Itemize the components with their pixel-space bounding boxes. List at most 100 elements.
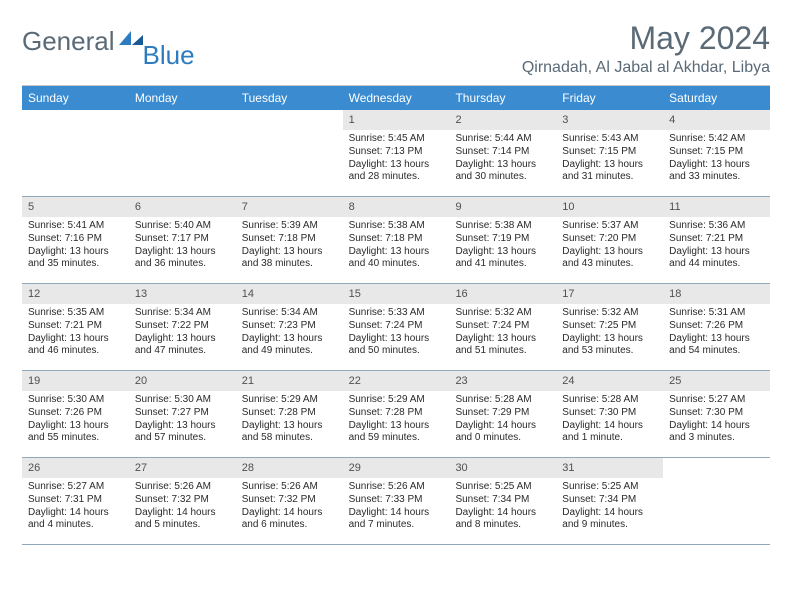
week-row: 5Sunrise: 5:41 AMSunset: 7:16 PMDaylight… xyxy=(22,197,770,284)
day-cell: 17Sunrise: 5:32 AMSunset: 7:25 PMDayligh… xyxy=(556,284,663,370)
day-body: Sunrise: 5:43 AMSunset: 7:15 PMDaylight:… xyxy=(556,130,663,188)
sunrise-text: Sunrise: 5:30 AM xyxy=(28,394,123,407)
month-title: May 2024 xyxy=(522,20,770,57)
day-number: 16 xyxy=(449,284,556,304)
day-number: 12 xyxy=(22,284,129,304)
sunset-text: Sunset: 7:17 PM xyxy=(135,233,230,246)
sunrise-text: Sunrise: 5:33 AM xyxy=(349,307,444,320)
sunrise-text: Sunrise: 5:31 AM xyxy=(669,307,764,320)
sunset-text: Sunset: 7:26 PM xyxy=(28,407,123,420)
sunset-text: Sunset: 7:18 PM xyxy=(242,233,337,246)
sunrise-text: Sunrise: 5:41 AM xyxy=(28,220,123,233)
day-body: Sunrise: 5:40 AMSunset: 7:17 PMDaylight:… xyxy=(129,217,236,275)
day-cell xyxy=(236,110,343,196)
sunrise-text: Sunrise: 5:36 AM xyxy=(669,220,764,233)
sunrise-text: Sunrise: 5:37 AM xyxy=(562,220,657,233)
day-number: 17 xyxy=(556,284,663,304)
day-number: 24 xyxy=(556,371,663,391)
title-block: May 2024 Qirnadah, Al Jabal al Akhdar, L… xyxy=(522,20,770,77)
sunrise-text: Sunrise: 5:45 AM xyxy=(349,133,444,146)
day-body: Sunrise: 5:39 AMSunset: 7:18 PMDaylight:… xyxy=(236,217,343,275)
sunset-text: Sunset: 7:16 PM xyxy=(28,233,123,246)
day-cell xyxy=(22,110,129,196)
daylight-text: Daylight: 13 hours and 36 minutes. xyxy=(135,246,230,272)
day-cell: 25Sunrise: 5:27 AMSunset: 7:30 PMDayligh… xyxy=(663,371,770,457)
sunrise-text: Sunrise: 5:28 AM xyxy=(455,394,550,407)
brand-sail-icon xyxy=(117,29,145,47)
day-number: 10 xyxy=(556,197,663,217)
day-number: 5 xyxy=(22,197,129,217)
sunset-text: Sunset: 7:15 PM xyxy=(669,146,764,159)
sunrise-text: Sunrise: 5:35 AM xyxy=(28,307,123,320)
week-row: 12Sunrise: 5:35 AMSunset: 7:21 PMDayligh… xyxy=(22,284,770,371)
sunrise-text: Sunrise: 5:32 AM xyxy=(455,307,550,320)
day-cell: 24Sunrise: 5:28 AMSunset: 7:30 PMDayligh… xyxy=(556,371,663,457)
day-number: 18 xyxy=(663,284,770,304)
daylight-text: Daylight: 13 hours and 49 minutes. xyxy=(242,333,337,359)
brand-text-general: General xyxy=(22,26,115,57)
sunset-text: Sunset: 7:31 PM xyxy=(28,494,123,507)
day-number: 23 xyxy=(449,371,556,391)
day-body: Sunrise: 5:41 AMSunset: 7:16 PMDaylight:… xyxy=(22,217,129,275)
day-number: 22 xyxy=(343,371,450,391)
daylight-text: Daylight: 13 hours and 30 minutes. xyxy=(455,159,550,185)
day-cell: 21Sunrise: 5:29 AMSunset: 7:28 PMDayligh… xyxy=(236,371,343,457)
day-cell: 19Sunrise: 5:30 AMSunset: 7:26 PMDayligh… xyxy=(22,371,129,457)
day-cell: 4Sunrise: 5:42 AMSunset: 7:15 PMDaylight… xyxy=(663,110,770,196)
day-cell: 22Sunrise: 5:29 AMSunset: 7:28 PMDayligh… xyxy=(343,371,450,457)
day-body xyxy=(22,130,129,137)
day-body: Sunrise: 5:38 AMSunset: 7:18 PMDaylight:… xyxy=(343,217,450,275)
daylight-text: Daylight: 13 hours and 33 minutes. xyxy=(669,159,764,185)
daylight-text: Daylight: 13 hours and 38 minutes. xyxy=(242,246,337,272)
sunset-text: Sunset: 7:23 PM xyxy=(242,320,337,333)
sunset-text: Sunset: 7:32 PM xyxy=(135,494,230,507)
sunrise-text: Sunrise: 5:43 AM xyxy=(562,133,657,146)
day-cell: 3Sunrise: 5:43 AMSunset: 7:15 PMDaylight… xyxy=(556,110,663,196)
day-cell: 11Sunrise: 5:36 AMSunset: 7:21 PMDayligh… xyxy=(663,197,770,283)
day-body xyxy=(663,478,770,485)
daylight-text: Daylight: 13 hours and 58 minutes. xyxy=(242,420,337,446)
day-body: Sunrise: 5:44 AMSunset: 7:14 PMDaylight:… xyxy=(449,130,556,188)
daylight-text: Daylight: 13 hours and 54 minutes. xyxy=(669,333,764,359)
day-cell: 13Sunrise: 5:34 AMSunset: 7:22 PMDayligh… xyxy=(129,284,236,370)
day-body: Sunrise: 5:42 AMSunset: 7:15 PMDaylight:… xyxy=(663,130,770,188)
sunset-text: Sunset: 7:14 PM xyxy=(455,146,550,159)
daylight-text: Daylight: 13 hours and 47 minutes. xyxy=(135,333,230,359)
day-cell: 16Sunrise: 5:32 AMSunset: 7:24 PMDayligh… xyxy=(449,284,556,370)
sunset-text: Sunset: 7:20 PM xyxy=(562,233,657,246)
day-body: Sunrise: 5:26 AMSunset: 7:32 PMDaylight:… xyxy=(129,478,236,536)
day-cell: 31Sunrise: 5:25 AMSunset: 7:34 PMDayligh… xyxy=(556,458,663,544)
daylight-text: Daylight: 14 hours and 5 minutes. xyxy=(135,507,230,533)
header: General Blue May 2024 Qirnadah, Al Jabal… xyxy=(22,20,770,77)
sunrise-text: Sunrise: 5:28 AM xyxy=(562,394,657,407)
day-number: 31 xyxy=(556,458,663,478)
day-cell: 29Sunrise: 5:26 AMSunset: 7:33 PMDayligh… xyxy=(343,458,450,544)
sunset-text: Sunset: 7:30 PM xyxy=(669,407,764,420)
daylight-text: Daylight: 14 hours and 9 minutes. xyxy=(562,507,657,533)
day-number: 11 xyxy=(663,197,770,217)
sunset-text: Sunset: 7:21 PM xyxy=(669,233,764,246)
day-number: 15 xyxy=(343,284,450,304)
day-body: Sunrise: 5:30 AMSunset: 7:27 PMDaylight:… xyxy=(129,391,236,449)
day-body xyxy=(129,130,236,137)
day-cell: 14Sunrise: 5:34 AMSunset: 7:23 PMDayligh… xyxy=(236,284,343,370)
daylight-text: Daylight: 13 hours and 50 minutes. xyxy=(349,333,444,359)
sunset-text: Sunset: 7:21 PM xyxy=(28,320,123,333)
sunrise-text: Sunrise: 5:25 AM xyxy=(455,481,550,494)
day-number: 8 xyxy=(343,197,450,217)
weeks-container: 1Sunrise: 5:45 AMSunset: 7:13 PMDaylight… xyxy=(22,110,770,545)
day-body: Sunrise: 5:29 AMSunset: 7:28 PMDaylight:… xyxy=(236,391,343,449)
sunset-text: Sunset: 7:18 PM xyxy=(349,233,444,246)
sunset-text: Sunset: 7:34 PM xyxy=(562,494,657,507)
daylight-text: Daylight: 14 hours and 6 minutes. xyxy=(242,507,337,533)
day-body: Sunrise: 5:25 AMSunset: 7:34 PMDaylight:… xyxy=(556,478,663,536)
brand-text-blue: Blue xyxy=(143,40,195,71)
sunrise-text: Sunrise: 5:34 AM xyxy=(242,307,337,320)
day-body xyxy=(236,130,343,137)
day-body: Sunrise: 5:26 AMSunset: 7:33 PMDaylight:… xyxy=(343,478,450,536)
day-number: 21 xyxy=(236,371,343,391)
sunrise-text: Sunrise: 5:26 AM xyxy=(135,481,230,494)
daylight-text: Daylight: 13 hours and 55 minutes. xyxy=(28,420,123,446)
daylight-text: Daylight: 13 hours and 46 minutes. xyxy=(28,333,123,359)
day-body: Sunrise: 5:38 AMSunset: 7:19 PMDaylight:… xyxy=(449,217,556,275)
